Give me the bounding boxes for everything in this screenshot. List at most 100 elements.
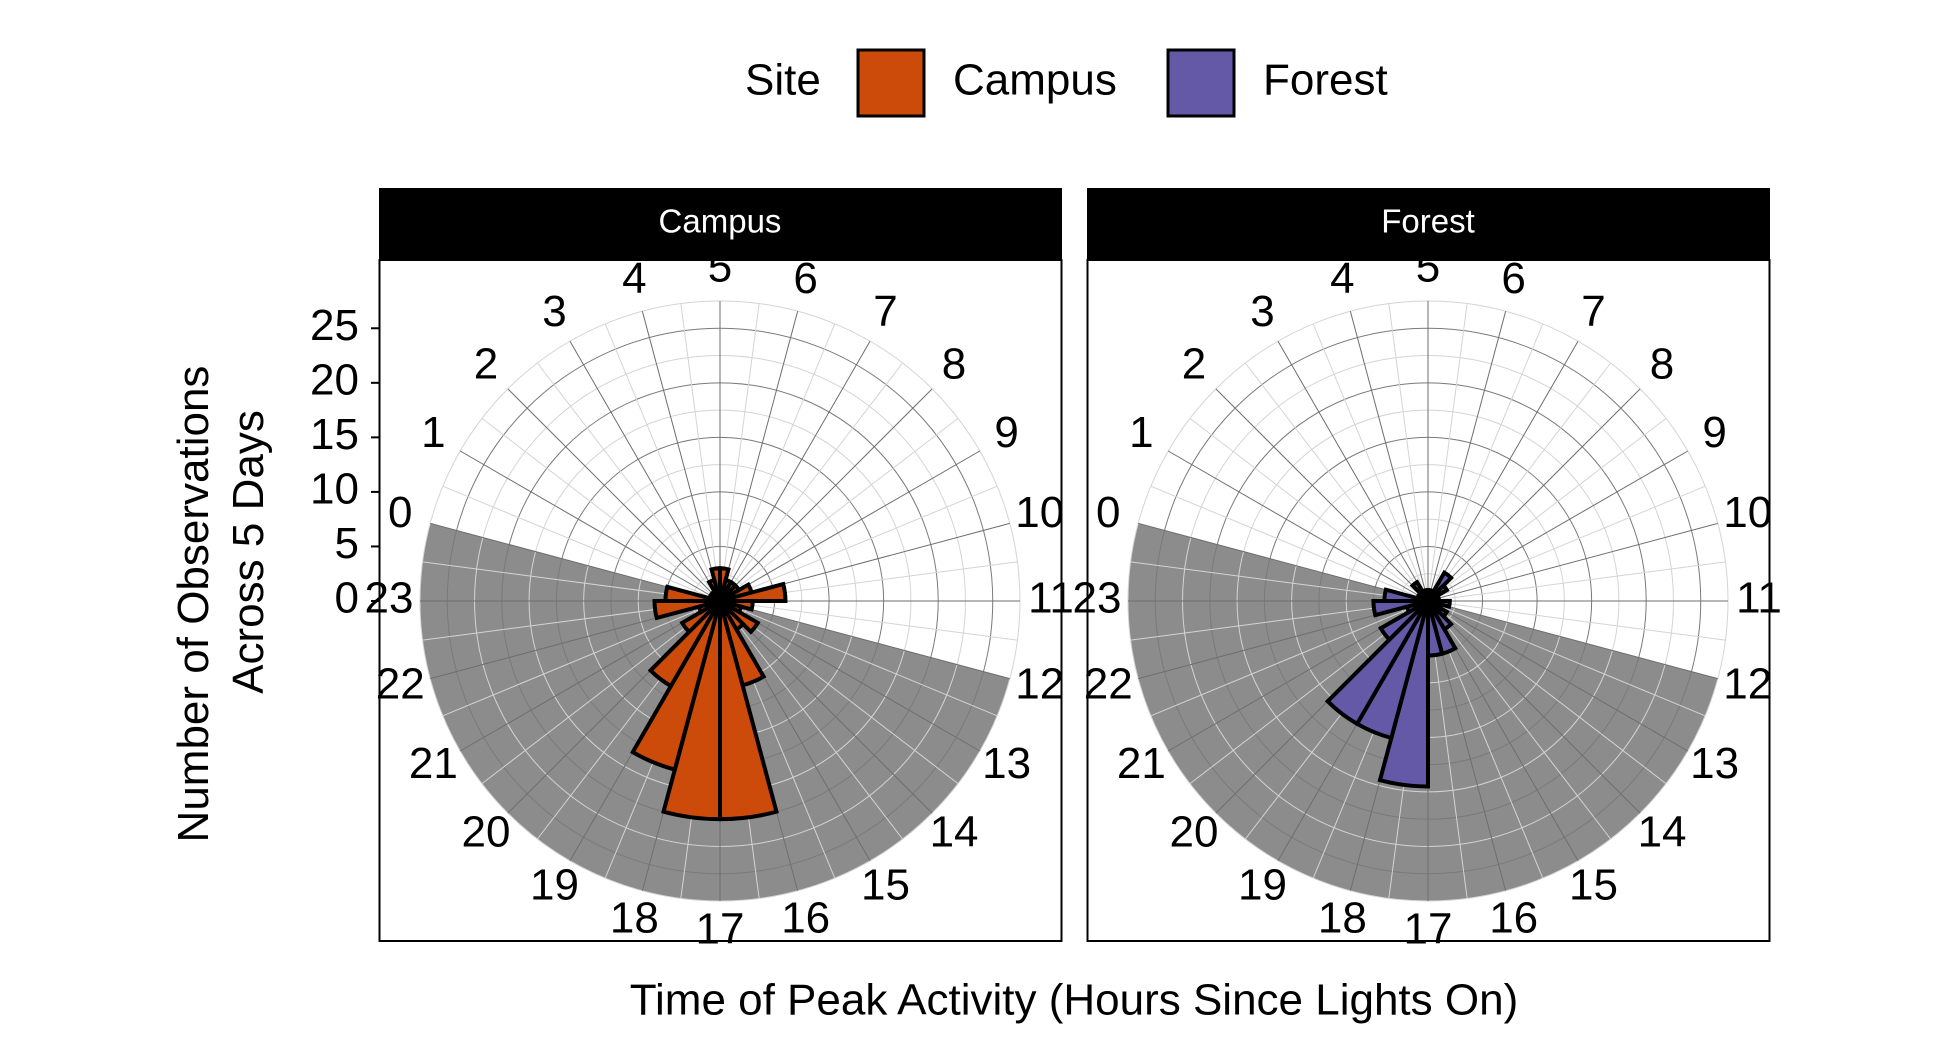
- grid-spoke-forest: [1244, 362, 1429, 602]
- legend-swatch-campus: [856, 48, 926, 118]
- hour-label-campus-12: 12: [1015, 659, 1064, 708]
- grid-spoke-forest: [1427, 362, 1612, 602]
- hour-label-forest-22: 22: [1084, 659, 1133, 708]
- bar-forest-hour-20: [1378, 599, 1430, 643]
- grid-spoke-forest: [1427, 323, 1544, 602]
- grid-spoke-campus: [719, 340, 871, 602]
- hour-label-forest-23: 23: [1073, 574, 1122, 623]
- grid-spoke-forest: [1189, 417, 1429, 602]
- grid-spoke-forest: [1427, 600, 1667, 785]
- legend: Site Campus Forest: [745, 48, 1388, 118]
- panel-border-campus: [378, 259, 1063, 942]
- bar-forest-hour-23: [1382, 587, 1429, 603]
- radial-tick-label-15: 15: [310, 410, 359, 459]
- grid-spoke-campus: [719, 303, 760, 602]
- panel-forest-frame: Forest: [1086, 188, 1771, 942]
- grid-spoke-forest: [1277, 340, 1429, 602]
- hour-label-campus-4: 4: [622, 254, 646, 303]
- hour-label-forest-21: 21: [1117, 739, 1166, 788]
- hour-label-campus-19: 19: [530, 860, 579, 909]
- grid-spoke-forest: [1427, 600, 1689, 752]
- grid-spoke-forest: [1130, 561, 1429, 602]
- hour-label-forest-10: 10: [1723, 488, 1772, 537]
- hour-label-campus-5: 5: [708, 243, 732, 292]
- grid-spoke-campus: [569, 340, 721, 602]
- grid-spoke-campus: [641, 311, 721, 602]
- grid-spoke-forest: [1215, 388, 1429, 602]
- grid-spoke-forest: [1312, 323, 1429, 602]
- hour-label-campus-2: 2: [474, 340, 498, 389]
- hour-label-campus-21: 21: [409, 739, 458, 788]
- grid-spoke-forest: [1427, 303, 1468, 602]
- grid-spoke-campus: [719, 600, 933, 814]
- grid-spoke-campus: [481, 600, 721, 785]
- hour-label-campus-22: 22: [376, 659, 425, 708]
- bar-forest-hour-22: [1371, 599, 1429, 618]
- panel-campus-frame: Campus: [378, 188, 1063, 942]
- grid-spoke-forest: [1427, 417, 1667, 602]
- hour-label-campus-8: 8: [942, 340, 966, 389]
- bar-campus-hour-19: [647, 599, 722, 689]
- grid-spoke-forest: [1150, 600, 1429, 717]
- hour-label-forest-1: 1: [1129, 408, 1153, 457]
- grid-spoke-campus: [507, 388, 721, 602]
- grid-spoke-forest: [1427, 388, 1641, 602]
- grid-spoke-campus: [459, 600, 721, 752]
- hour-label-campus-14: 14: [930, 808, 979, 857]
- grid-spoke-campus: [719, 600, 981, 752]
- grid-spoke-forest: [1138, 522, 1429, 602]
- strip-forest: [1087, 188, 1770, 260]
- panel-border-forest: [1086, 259, 1771, 942]
- radial-tick-label-10: 10: [310, 465, 359, 514]
- hour-label-forest-15: 15: [1569, 860, 1618, 909]
- hour-label-forest-16: 16: [1489, 893, 1538, 942]
- grid-spoke-campus: [719, 600, 959, 785]
- x-axis-title: Time of Peak Activity (Hours Since Light…: [630, 976, 1518, 1025]
- grid-spoke-campus: [719, 600, 904, 840]
- grid-spoke-forest: [1427, 600, 1718, 680]
- radial-tick-label-0: 0: [335, 574, 359, 623]
- hour-label-forest-9: 9: [1702, 408, 1726, 457]
- hour-label-forest-5: 5: [1416, 243, 1440, 292]
- hour-label-campus-20: 20: [461, 808, 510, 857]
- bar-campus-hour-23: [663, 584, 721, 603]
- hour-label-campus-18: 18: [610, 893, 659, 942]
- radial-tick-label-5: 5: [335, 519, 359, 568]
- legend-title: Site: [745, 56, 821, 105]
- hour-label-forest-8: 8: [1650, 340, 1674, 389]
- legend-label-forest: Forest: [1263, 56, 1388, 105]
- grid-spoke-campus: [481, 417, 721, 602]
- grid-spoke-forest: [1427, 600, 1726, 641]
- grid-spoke-forest: [1427, 340, 1579, 602]
- hour-label-campus-0: 0: [388, 488, 412, 537]
- grid-spoke-campus: [719, 600, 1010, 680]
- grid-spoke-campus: [719, 600, 1018, 641]
- hour-label-campus-13: 13: [982, 739, 1031, 788]
- hour-label-campus-15: 15: [861, 860, 910, 909]
- hour-label-forest-12: 12: [1723, 659, 1772, 708]
- hour-label-campus-17: 17: [696, 905, 745, 954]
- grid-spoke-forest: [1427, 450, 1689, 602]
- y-axis-title-line1: Number of Observations: [169, 366, 218, 843]
- hour-label-forest-7: 7: [1581, 287, 1605, 336]
- grid-spoke-forest: [1427, 600, 1612, 840]
- hour-label-campus-7: 7: [873, 287, 897, 336]
- hour-label-campus-23: 23: [365, 574, 414, 623]
- y-axis-title-line2: Across 5 Days: [224, 410, 273, 694]
- hour-label-forest-19: 19: [1238, 860, 1287, 909]
- hour-label-forest-18: 18: [1318, 893, 1367, 942]
- radial-axis: 0 5 10 15 20 25: [310, 301, 379, 623]
- grid-spoke-forest: [1427, 600, 1641, 814]
- radial-tick-label-25: 25: [310, 301, 359, 350]
- grid-spoke-campus: [719, 323, 836, 602]
- grid-spoke-campus: [719, 388, 933, 602]
- grid-spoke-campus: [536, 362, 721, 602]
- hour-label-forest-3: 3: [1250, 287, 1274, 336]
- hour-label-forest-2: 2: [1182, 340, 1206, 389]
- hour-label-campus-11: 11: [1028, 574, 1074, 623]
- grid-spoke-forest: [1388, 303, 1429, 602]
- hour-label-forest-11: 11: [1736, 574, 1782, 623]
- legend-label-campus: Campus: [953, 56, 1117, 105]
- grid-spoke-forest: [1427, 600, 1706, 717]
- grid-spoke-campus: [719, 417, 959, 602]
